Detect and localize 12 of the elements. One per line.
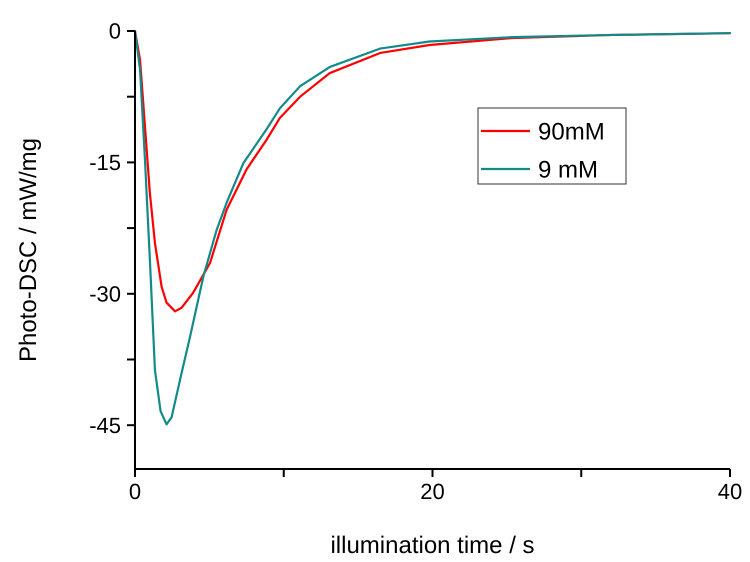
y-tick-label: -45 bbox=[89, 412, 121, 438]
x-tick-label: 0 bbox=[128, 479, 142, 504]
y-tick-label: -15 bbox=[89, 150, 121, 176]
x-tick-label: 40 bbox=[718, 479, 742, 504]
legend-label: 90mM bbox=[538, 118, 605, 146]
line-series bbox=[134, 30, 732, 426]
y-tick-label: 0 bbox=[108, 18, 121, 44]
x-axis-title: illumination time / s bbox=[330, 532, 535, 559]
x-tick-label: 20 bbox=[420, 479, 445, 504]
y-axis-title: Photo-DSC / mW/mg bbox=[15, 138, 42, 362]
legend-label: 9 mM bbox=[538, 156, 598, 184]
y-tick-label: -30 bbox=[89, 282, 121, 306]
